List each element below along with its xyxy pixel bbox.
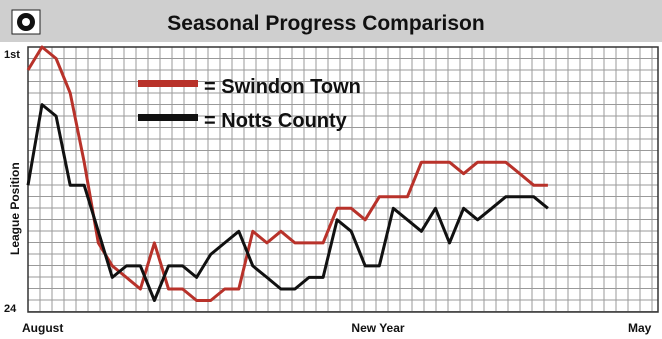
y-bottom-label: 24 <box>4 303 17 315</box>
legend-swatch-notts <box>138 114 198 121</box>
series-layer <box>26 45 549 302</box>
x-label-may: May <box>628 321 652 335</box>
legend-label-swindon: = Swindon Town <box>204 76 361 98</box>
chart-legend: = Swindon Town = Notts County <box>138 76 361 132</box>
legend-swatch-swindon <box>138 80 198 87</box>
y-top-label: 1st <box>4 49 20 61</box>
legend-label-notts: = Notts County <box>204 110 348 132</box>
chart-title: Seasonal Progress Comparison <box>167 12 484 35</box>
x-label-new-year: New Year <box>351 321 404 335</box>
y-axis-label: League Position <box>8 162 22 255</box>
series-line-swindon <box>26 45 548 302</box>
club-crest-icon <box>11 9 41 35</box>
x-label-august: August <box>22 321 63 335</box>
series-line-notts <box>26 103 549 302</box>
title-bar <box>0 0 662 42</box>
